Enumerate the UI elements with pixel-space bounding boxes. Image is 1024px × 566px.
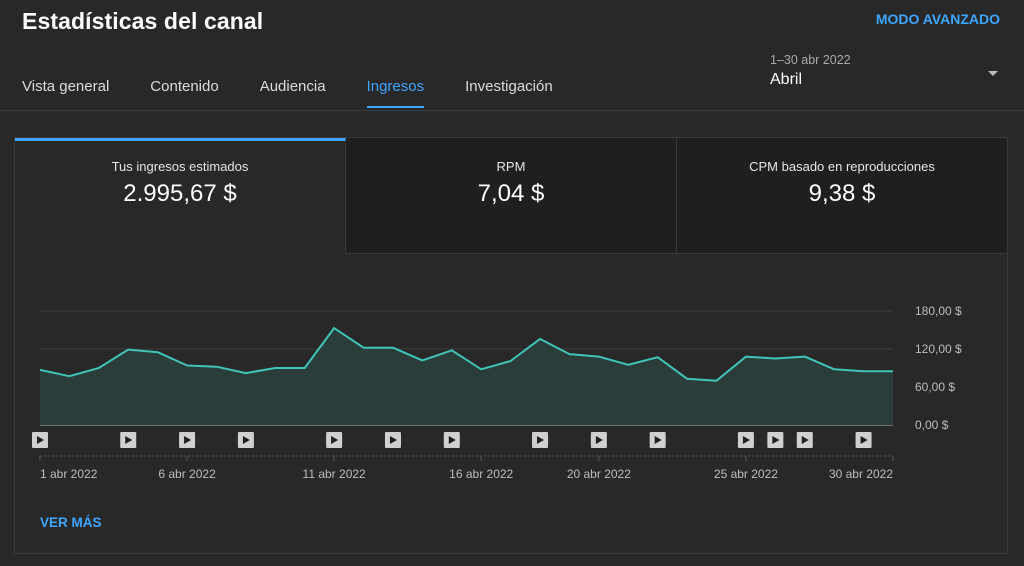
header-divider [0,110,1024,111]
date-range-text: 1–30 abr 2022 [770,53,851,67]
metric-label: CPM basado en reproducciones [749,159,935,174]
metric-cpm[interactable]: CPM basado en reproducciones 9,38 $ [677,138,1007,254]
x-tick-label: 20 abr 2022 [567,467,631,481]
metric-estimated-revenue[interactable]: Tus ingresos estimados 2.995,67 $ [15,138,346,254]
metric-label: Tus ingresos estimados [111,159,249,174]
y-tick-label: 0,00 $ [915,418,949,432]
y-tick-label: 180,00 $ [915,304,962,318]
video-marker-icon[interactable] [32,432,48,448]
page-title: Estadísticas del canal [22,8,264,34]
y-tick-label: 60,00 $ [915,380,955,394]
metric-tabs: Tus ingresos estimados 2.995,67 $ RPM 7,… [15,138,1007,254]
date-range-label: Abril [770,71,803,88]
x-tick-label: 11 abr 2022 [303,467,366,481]
video-marker-icon[interactable] [384,432,401,448]
see-more-link[interactable]: VER MÁS [40,515,102,530]
tab-investigacion[interactable]: Investigación [465,78,553,95]
series-area [40,328,893,425]
video-marker-icon[interactable] [532,432,549,448]
tab-contenido[interactable]: Contenido [150,78,219,95]
revenue-chart: 180,00 $ 120,00 $ 60,00 $ 0,00 $ 1 abr 2022 6… [32,304,962,481]
video-marker-icon[interactable] [237,432,254,448]
video-marker-icon[interactable] [796,432,813,448]
video-marker-icon[interactable] [767,432,784,448]
video-marker-icon[interactable] [326,432,343,448]
x-tick-label: 1 abr 2022 [40,467,98,481]
metric-value: 2.995,67 $ [123,180,237,207]
video-marker-icon[interactable] [443,432,460,448]
video-marker-icon[interactable] [737,432,754,448]
advanced-mode-button[interactable]: MODO AVANZADO [875,11,1000,27]
tab-bar: Vista general Contenido Audiencia Ingres… [22,78,594,108]
caret-down-icon [988,71,998,76]
metric-value: 9,38 $ [808,180,876,207]
tab-audiencia[interactable]: Audiencia [259,78,326,95]
y-tick-label: 120,00 $ [915,342,962,356]
revenue-card: Tus ingresos estimados 2.995,67 $ RPM 7,… [14,137,1008,554]
tab-ingresos[interactable]: Ingresos [366,78,424,108]
series-line [39,327,893,382]
video-marker-icon[interactable] [855,432,872,448]
video-marker-icon[interactable] [179,432,196,448]
video-marker-icon[interactable] [120,432,137,448]
x-tick-label: 25 abr 2022 [714,467,778,481]
metric-rpm[interactable]: RPM 7,04 $ [346,138,677,254]
video-marker-icon[interactable] [649,432,666,448]
metric-label: RPM [496,159,526,174]
x-tick-label: 30 abr 2022 [829,467,893,481]
video-marker-icon[interactable] [590,432,607,448]
date-range-picker[interactable]: 1–30 abr 2022 Abril [770,53,1004,97]
tab-vista-general[interactable]: Vista general [22,78,110,95]
metric-value: 7,04 $ [477,180,545,207]
x-tick-label: 16 abr 2022 [449,467,513,481]
x-tick-label: 6 abr 2022 [158,467,216,481]
